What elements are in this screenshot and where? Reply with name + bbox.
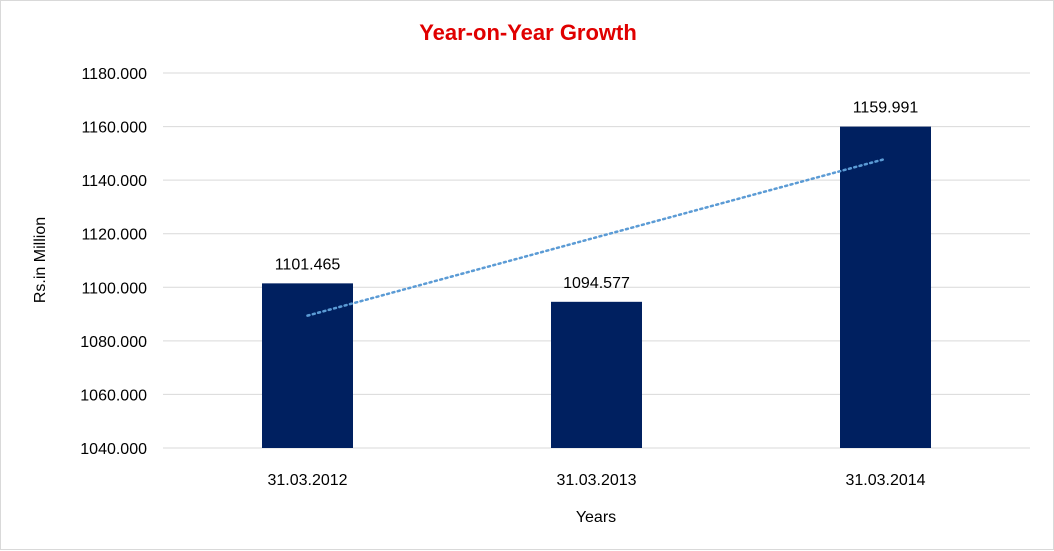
y-tick-label: 1120.000 bbox=[81, 227, 147, 244]
bar bbox=[262, 283, 353, 448]
trendline-group bbox=[306, 157, 887, 317]
data-label: 1159.991 bbox=[853, 100, 919, 117]
x-axis-title: Years bbox=[576, 509, 616, 526]
data-label: 1094.577 bbox=[563, 275, 630, 292]
bars bbox=[262, 126, 931, 449]
y-tick-label: 1080.000 bbox=[80, 334, 147, 351]
y-tick-label: 1060.000 bbox=[80, 387, 147, 404]
y-axis-title: Rs.in Million bbox=[32, 217, 49, 303]
y-tick-label: 1180.000 bbox=[81, 66, 147, 83]
x-tick-label: 31.03.2013 bbox=[556, 472, 636, 489]
bar bbox=[551, 301, 642, 448]
x-tick-label: 31.03.2014 bbox=[845, 472, 925, 489]
chart-title: Year-on-Year Growth bbox=[419, 20, 637, 45]
y-tick-label: 1160.000 bbox=[81, 120, 147, 137]
x-axis-ticks: 31.03.2012 31.03.2013 31.03.2014 bbox=[267, 472, 925, 489]
data-label: 1101.465 bbox=[275, 256, 341, 273]
y-tick-label: 1100.000 bbox=[81, 280, 147, 297]
y-tick-label: 1140.000 bbox=[81, 173, 147, 190]
x-tick-label: 31.03.2012 bbox=[267, 472, 347, 489]
y-axis-ticks: 1040.000 1060.000 1080.000 1100.000 1120.000… bbox=[80, 66, 147, 458]
data-labels: 1101.465 1094.577 1159.991 bbox=[275, 100, 919, 292]
trendline bbox=[306, 157, 887, 317]
bar bbox=[840, 126, 931, 449]
y-tick-label: 1040.000 bbox=[80, 441, 147, 458]
